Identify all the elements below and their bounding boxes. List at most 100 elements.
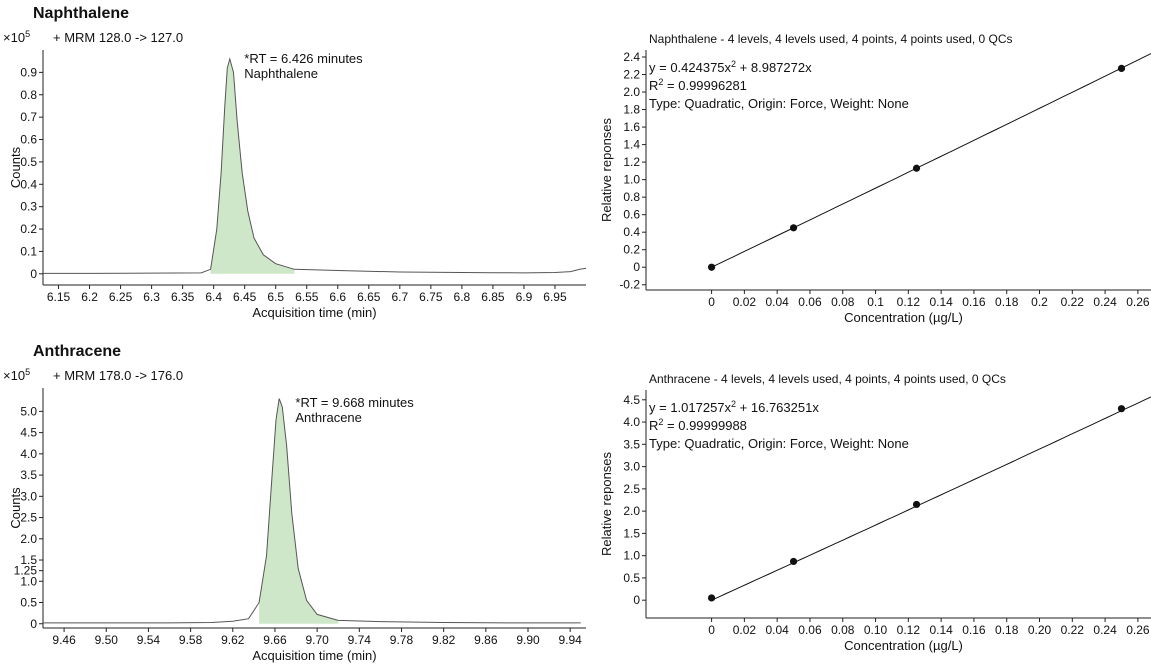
y-tick-label: 5.0 [20, 404, 37, 418]
y-tick-label: 0.7 [20, 110, 37, 124]
x-tick-label: 0.20 [1028, 623, 1052, 637]
x-tick-label: 6.35 [171, 290, 195, 304]
chart-title: Anthracene [33, 343, 121, 360]
y-tick-label: 0.6 [20, 133, 37, 147]
x-tick-label: 9.58 [179, 633, 203, 647]
chart-3: 0 0.02 0.04 0.06 0.08 0.10 0.12 0.14 0.16 0.18 0.2… [599, 372, 1151, 653]
x-tick-label: 6.95 [543, 290, 567, 304]
x-tick-label: 6.25 [109, 290, 133, 304]
y-tick-label: 4.0 [20, 447, 37, 461]
x-tick-label: 9.94 [559, 633, 583, 647]
x-tick-label: 9.50 [95, 633, 119, 647]
x-tick-label: 0.1 [867, 295, 884, 309]
x-tick-label: 6.7 [391, 290, 408, 304]
x-tick-label: 0.08 [831, 295, 855, 309]
y-tick-label: 1.6 [623, 120, 640, 134]
y-tick-label: 3.0 [623, 460, 640, 474]
x-tick-label: 6.3 [143, 290, 160, 304]
y-tick-label: 0.5 [20, 155, 37, 169]
peak-area [259, 398, 339, 624]
x-tick-label: 0.16 [962, 295, 986, 309]
y-tick-label: 0.2 [20, 222, 37, 236]
rt-annotation: *RT = 6.426 minutes [244, 51, 363, 66]
x-tick-label: 6.9 [516, 290, 533, 304]
data-point [789, 224, 798, 232]
x-tick-label: 9.54 [137, 633, 161, 647]
y-tick-label: 0 [30, 267, 37, 281]
x-tick-label: 0.04 [765, 295, 789, 309]
y-tick-label: 0.8 [20, 88, 37, 102]
x-tick-label: 6.85 [481, 290, 505, 304]
x-tick-label: 0.22 [1061, 623, 1085, 637]
y-tick-label: 2.0 [623, 504, 640, 518]
x-tick-label: 9.86 [474, 633, 498, 647]
x-tick-label: 0.08 [831, 623, 855, 637]
chart-title: Naphthalene [33, 5, 129, 22]
x-tick-label: 9.82 [432, 633, 456, 647]
fit-type: Type: Quadratic, Origin: Force, Weight: … [649, 96, 909, 111]
data-point [912, 500, 921, 509]
data-point [707, 594, 716, 602]
x-tick-label: 9.66 [263, 633, 287, 647]
y-tick-label: 0 [30, 617, 37, 631]
y-tick-label: -0.2 [619, 278, 640, 292]
x-tick-label: 0.26 [1126, 623, 1150, 637]
fit-equation: y = 0.424375x2 + 8.987272x [649, 59, 812, 75]
y-tick-label: 1.8 [623, 103, 640, 117]
x-tick-label: 0.18 [995, 623, 1019, 637]
x-tick-label: 0 [708, 295, 715, 309]
trace-label: + MRM 128.0 -> 127.0 [53, 30, 183, 45]
y-tick-label: 0.1 [20, 244, 37, 258]
y-tick-label: 1.5 [623, 526, 640, 540]
x-tick-label: 6.8 [454, 290, 471, 304]
y-tick-label: 3.5 [623, 437, 640, 451]
y-tick-label: 0.6 [623, 208, 640, 222]
x-tick-label: 6.65 [357, 290, 381, 304]
x-tick-label: 0.12 [897, 623, 921, 637]
y-axis-label: Counts [8, 487, 23, 529]
y-tick-label: 4.5 [623, 393, 640, 407]
fit-line [711, 53, 1151, 268]
x-tick-label: 9.62 [221, 633, 245, 647]
x-tick-label: 0.10 [864, 623, 888, 637]
x-axis-label: Concentration (µg/L) [844, 310, 963, 325]
y-tick-label: 0.2 [623, 243, 640, 257]
x-tick-label: 0.12 [897, 295, 921, 309]
fit-equation: y = 1.017257x2 + 16.763251x [649, 399, 819, 415]
y-tick-label: 1.4 [623, 138, 640, 152]
y-tick-label: 0.9 [20, 65, 37, 79]
y-tick-label: 3.0 [20, 489, 37, 503]
y-tick-label: 2.0 [623, 85, 640, 99]
x-tick-label: 0.02 [733, 295, 757, 309]
x-tick-label: 0.06 [798, 295, 822, 309]
x-tick-label: 0.04 [765, 623, 789, 637]
y-axis-label: Counts [8, 146, 23, 188]
x-tick-label: 0.26 [1126, 295, 1150, 309]
x-tick-label: 6.5 [267, 290, 284, 304]
y-multiplier: ×105 [3, 367, 30, 383]
y-tick-label: 1.0 [20, 574, 37, 588]
y-axis-label: Relative reponses [599, 117, 614, 222]
y-tick-label: 4.5 [20, 426, 37, 440]
x-axis-label: Concentration (µg/L) [844, 638, 963, 653]
fit-line [711, 396, 1151, 601]
y-axis-label: Relative reponses [599, 451, 614, 556]
y-tick-label: 0.3 [20, 200, 37, 214]
x-tick-label: 6.45 [233, 290, 257, 304]
y-tick-label: 0.4 [623, 225, 640, 239]
y-multiplier: ×105 [3, 29, 30, 45]
x-tick-label: 0.16 [962, 623, 986, 637]
x-tick-label: 0.2 [1031, 295, 1048, 309]
chart-2: 9.46 9.50 9.54 9.58 9.62 9.66 9.70 9.74 9.78 9.82… [3, 343, 586, 663]
x-tick-label: 6.2 [81, 290, 98, 304]
y-tick-label: 2.4 [623, 50, 640, 64]
fit-type: Type: Quadratic, Origin: Force, Weight: … [649, 436, 909, 451]
data-point [1117, 64, 1126, 72]
y-tick-label: 0.8 [623, 190, 640, 204]
y-tick-label: 2.0 [20, 532, 37, 546]
y-tick-label: 0.4 [20, 177, 37, 191]
x-tick-label: 0.22 [1061, 295, 1085, 309]
series-line [43, 398, 581, 624]
y-tick-label: 0 [633, 593, 640, 607]
